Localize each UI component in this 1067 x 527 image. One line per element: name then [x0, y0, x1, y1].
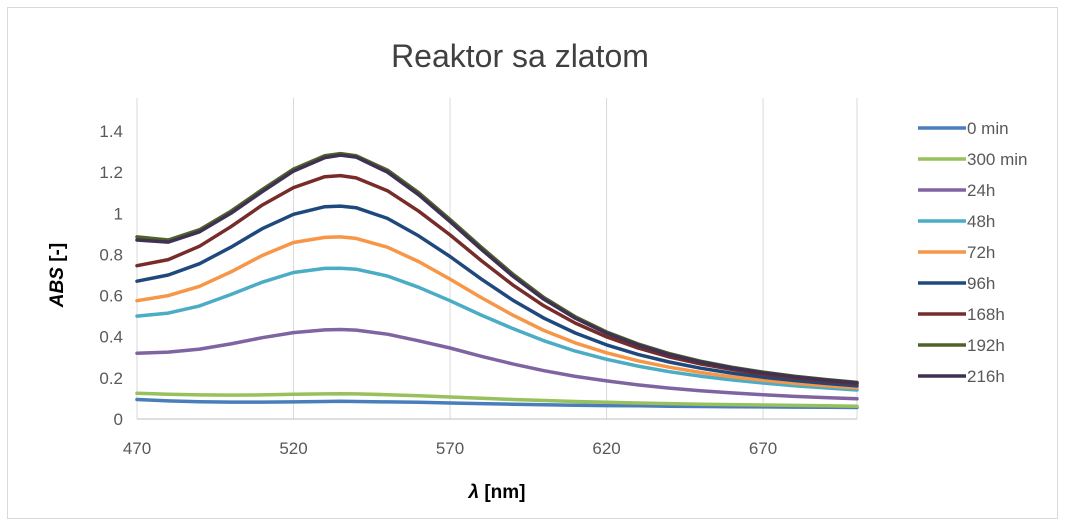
y-axis-unit: [-] [47, 243, 68, 267]
legend-label: 72h [967, 243, 995, 262]
legend-label: 24h [967, 181, 995, 200]
y-tick-label: 0.4 [99, 328, 123, 347]
series-line-7 [135, 151, 859, 385]
series-line-0 [135, 397, 859, 410]
chart-title: Reaktor sa zlatom [391, 38, 649, 74]
y-tick-label: 1.4 [99, 122, 123, 141]
y-tick-label: 0.2 [99, 369, 123, 388]
y-tick-label: 0 [114, 410, 123, 429]
series-lines [135, 151, 859, 410]
series-line-3 [135, 266, 859, 392]
y-axis-symbol: ABS [47, 267, 68, 308]
series-line-8 [135, 153, 859, 385]
y-tick-label: 1.2 [99, 163, 123, 182]
legend-label: 0 min [967, 119, 1009, 138]
series-line-2 [135, 327, 859, 401]
legend-label: 300 min [967, 150, 1027, 169]
y-tick-label: 0.6 [99, 287, 123, 306]
axes: 470 520 570 620 670 0 0.2 0.4 0.6 0.8 1 1.2 1.4 [99, 122, 857, 458]
x-tick-label: 520 [279, 439, 307, 458]
legend-label: 216h [967, 367, 1005, 386]
x-axis-title: λ [nm] [467, 482, 525, 503]
legend-label: 168h [967, 305, 1005, 324]
y-axis-title: ABS [-] [47, 243, 68, 308]
legend-label: 96h [967, 274, 995, 293]
legend-label: 192h [967, 336, 1005, 355]
y-tick-label: 0.8 [99, 245, 123, 264]
legend: 0 min 300 min 24h 48h 72h 96h 168h 192h 216h [918, 119, 1027, 386]
x-tick-label: 620 [592, 439, 620, 458]
legend-label: 48h [967, 212, 995, 231]
y-tick-label: 1 [114, 204, 123, 223]
series-line-6 [135, 173, 859, 386]
chart-frame [7, 7, 1058, 519]
x-axis-symbol: λ [467, 482, 479, 503]
x-tick-label: 670 [749, 439, 777, 458]
x-tick-label: 570 [436, 439, 464, 458]
series-line-5 [135, 204, 859, 388]
series-line-4 [135, 235, 859, 390]
series-line-1 [135, 391, 859, 408]
x-axis-unit: [nm] [479, 482, 525, 503]
x-tick-label: 470 [123, 439, 151, 458]
